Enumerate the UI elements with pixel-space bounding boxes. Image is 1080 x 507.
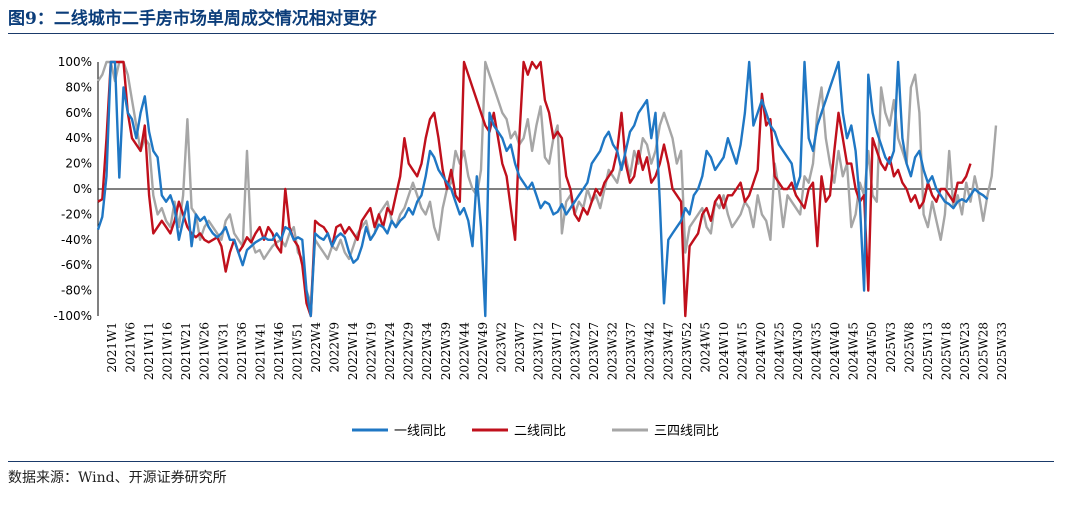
x-tick-label: 2025W13 bbox=[921, 322, 935, 380]
x-tick-label: 2024W5 bbox=[698, 322, 712, 373]
y-tick-label: 0% bbox=[73, 182, 92, 196]
x-tick-label: 2025W23 bbox=[958, 322, 972, 380]
y-tick-label: -20% bbox=[61, 207, 92, 221]
figure-title: 图9：二线城市二手房市场单周成交情况相对更好 bbox=[8, 9, 377, 29]
x-tick-label: 2023W22 bbox=[569, 322, 583, 380]
legend-label: 二线同比 bbox=[514, 424, 566, 439]
x-tick-label: 2021W16 bbox=[161, 322, 175, 380]
x-tick-label: 2023W52 bbox=[680, 322, 694, 380]
x-tick-label: 2021W31 bbox=[216, 322, 230, 380]
series-line bbox=[96, 60, 989, 318]
x-tick-label: 2022W24 bbox=[383, 322, 397, 381]
x-tick-label: 2023W32 bbox=[606, 322, 620, 380]
x-tick-label: 2025W3 bbox=[884, 322, 898, 373]
x-tick-label: 2023W12 bbox=[531, 322, 545, 380]
y-tick-label: 60% bbox=[65, 106, 92, 120]
y-tick-label: -60% bbox=[61, 258, 92, 272]
y-tick-label: -100% bbox=[53, 309, 92, 323]
x-tick-label: 2021W26 bbox=[198, 322, 212, 380]
legend-label: 三四线同比 bbox=[654, 424, 719, 439]
y-tick-label: 40% bbox=[65, 131, 92, 145]
x-tick-label: 2025W8 bbox=[902, 322, 916, 373]
x-tick-label: 2021W11 bbox=[142, 322, 156, 380]
x-tick-label: 2023W37 bbox=[624, 322, 638, 380]
x-tick-label: 2021W41 bbox=[253, 322, 267, 380]
x-tick-label: 2023W17 bbox=[550, 322, 564, 380]
title-rule bbox=[8, 33, 1054, 34]
series-line bbox=[97, 60, 972, 318]
x-tick-label: 2024W45 bbox=[847, 322, 861, 380]
x-tick-label: 2022W39 bbox=[439, 322, 453, 380]
y-tick-label: 100% bbox=[58, 55, 92, 69]
x-tick-label: 2024W50 bbox=[865, 322, 879, 380]
x-tick-label: 2022W29 bbox=[402, 322, 416, 380]
x-tick-label: 2024W20 bbox=[754, 322, 768, 380]
x-tick-label: 2022W34 bbox=[420, 322, 434, 381]
x-tick-label: 2023W27 bbox=[587, 322, 601, 380]
series-line bbox=[97, 60, 998, 305]
x-tick-label: 2024W15 bbox=[735, 322, 749, 380]
x-tick-label: 2022W49 bbox=[476, 322, 490, 380]
source-rule bbox=[8, 461, 1054, 462]
y-tick-label: -40% bbox=[61, 233, 92, 247]
x-tick-label: 2022W44 bbox=[457, 322, 471, 381]
y-tick-label: -80% bbox=[61, 284, 92, 298]
x-tick-label: 2021W1 bbox=[105, 322, 119, 373]
x-tick-label: 2024W10 bbox=[717, 322, 731, 380]
x-tick-label: 2022W4 bbox=[309, 322, 323, 373]
x-tick-label: 2022W14 bbox=[346, 322, 360, 381]
x-tick-label: 2023W42 bbox=[643, 322, 657, 380]
x-tick-label: 2022W19 bbox=[365, 322, 379, 380]
x-tick-label: 2024W25 bbox=[773, 322, 787, 380]
legend-label: 一线同比 bbox=[394, 424, 446, 439]
x-tick-label: 2024W30 bbox=[791, 322, 805, 380]
x-tick-label: 2025W28 bbox=[976, 322, 990, 380]
source-note: 数据来源：Wind、开源证券研究所 bbox=[8, 470, 227, 486]
line-chart: -100% -80% -60% -40% -20% 0% 20% 40% 60% 80% 100% 2… bbox=[53, 55, 1009, 439]
x-tick-label: 2021W51 bbox=[290, 322, 304, 380]
y-tick-label: 80% bbox=[65, 80, 92, 94]
x-tick-label: 2023W7 bbox=[513, 322, 527, 373]
x-tick-label: 2022W9 bbox=[328, 322, 342, 373]
x-tick-label: 2024W35 bbox=[810, 322, 824, 380]
x-tick-label: 2023W47 bbox=[661, 322, 675, 380]
x-tick-label: 2021W21 bbox=[179, 322, 193, 380]
x-tick-label: 2023W2 bbox=[494, 322, 508, 373]
x-tick-label: 2025W18 bbox=[939, 322, 953, 380]
y-tick-label: 20% bbox=[65, 157, 92, 171]
x-tick-label: 2021W36 bbox=[235, 322, 249, 380]
x-tick-label: 2024W40 bbox=[828, 322, 842, 380]
x-tick-label: 2021W6 bbox=[124, 322, 138, 373]
x-tick-label: 2021W46 bbox=[272, 322, 286, 380]
x-tick-label: 2025W33 bbox=[995, 322, 1009, 380]
